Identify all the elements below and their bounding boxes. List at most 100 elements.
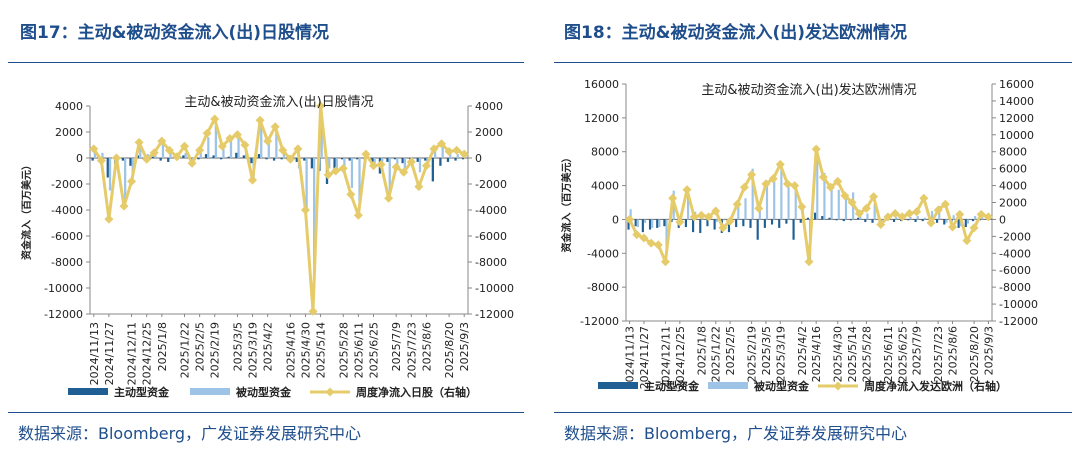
x-tick-label: 2025/3/19 — [247, 322, 260, 378]
weekly-net-flow-point — [96, 156, 106, 166]
passive-fund-bar — [222, 146, 225, 158]
weekly-net-flow-point — [399, 167, 409, 177]
passive-fund-bar — [787, 185, 790, 220]
weekly-net-flow-point — [826, 182, 836, 192]
chart-title: 主动&被动资金流入(出)日股情况 — [184, 94, 373, 110]
x-tick-label: 2024/12/25 — [141, 322, 154, 385]
active-fund-bar — [265, 158, 268, 160]
active-fund-bar — [454, 158, 457, 161]
x-tick-label: 2025/5/28 — [337, 322, 350, 378]
legend-label: 主动型资金 — [644, 379, 700, 393]
active-fund-bar — [742, 219, 745, 227]
active-fund-bar — [971, 219, 975, 222]
active-fund-bar — [663, 219, 666, 227]
x-tick-label: 2025/1/22 — [710, 326, 723, 382]
y-tick-label: 12000 — [584, 112, 619, 125]
weekly-net-flow-point — [361, 149, 371, 159]
weekly-net-flow-point — [775, 159, 785, 169]
passive-fund-bar — [139, 145, 142, 158]
active-fund-bar — [235, 152, 238, 158]
weekly-net-flow-point — [711, 206, 721, 216]
active-fund-bar — [814, 212, 817, 220]
weekly-net-flow-point — [732, 199, 742, 209]
y-tick-label: -8000 — [587, 281, 619, 294]
active-fund-bar — [713, 219, 716, 230]
passive-fund-bar — [207, 137, 210, 158]
passive-fund-bar — [161, 142, 165, 158]
y-tick-label: -8000 — [51, 256, 83, 269]
passive-fund-bar — [237, 137, 240, 158]
passive-fund-bar — [388, 158, 391, 194]
weekly-net-flow-point — [142, 154, 152, 164]
y2-tick-label: 14000 — [999, 95, 1034, 108]
x-tick-label: 2025/9/3 — [982, 326, 995, 375]
weekly-net-flow-point — [890, 209, 900, 219]
legend-marker — [325, 387, 335, 397]
weekly-net-flow-point — [187, 158, 197, 168]
active-fund-bar — [735, 219, 738, 228]
y2-tick-label: 2000 — [999, 197, 1027, 210]
active-fund-bar — [892, 219, 896, 222]
weekly-net-flow-point — [444, 147, 454, 156]
weekly-net-flow-point — [437, 139, 447, 149]
passive-fund-bar — [737, 204, 740, 220]
x-tick-label: 2024/12/11 — [659, 326, 672, 389]
active-fund-bar — [386, 158, 389, 162]
weekly-net-flow-point — [761, 179, 771, 189]
passive-fund-bar — [381, 158, 384, 162]
passive-fund-bar — [636, 219, 639, 228]
weekly-net-flow-point — [646, 238, 656, 248]
x-tick-label: 2024/11/13 — [88, 322, 101, 385]
active-fund-bar — [871, 219, 874, 223]
passive-fund-bar — [837, 189, 840, 220]
active-fund-bar — [340, 158, 344, 160]
passive-fund-bar — [751, 168, 754, 220]
legend-label: 被动型资金 — [236, 385, 292, 399]
data-source: 数据来源：Bloomberg，广发证券发展研究中心 — [18, 424, 362, 443]
y2-tick-label: -8000 — [999, 281, 1031, 294]
x-tick-label: 2025/8/20 — [443, 322, 456, 378]
weekly-net-flow-point — [876, 220, 886, 230]
weekly-net-flow-point — [89, 144, 99, 154]
weekly-net-flow-point — [804, 257, 814, 267]
passive-fund-bar — [981, 216, 984, 220]
y2-tick-label: -12000 — [475, 308, 514, 321]
weekly-net-flow-point — [263, 136, 273, 146]
weekly-net-flow-point — [248, 175, 258, 185]
legend-label: 主动型资金 — [114, 385, 170, 399]
active-fund-bar — [778, 219, 781, 228]
x-tick-label: 2025/6/11 — [352, 322, 365, 378]
active-fund-bar — [806, 217, 809, 220]
weekly-net-flow-point — [696, 210, 706, 220]
weekly-net-flow-point — [149, 148, 159, 158]
active-fund-bar — [770, 219, 774, 225]
chart-title: 主动&被动资金流入(出)发达欧洲情况 — [701, 82, 916, 98]
active-fund-bar — [424, 158, 427, 161]
active-fund-bar — [151, 156, 155, 158]
passive-fund-bar — [101, 152, 104, 158]
active-fund-bar — [699, 219, 702, 233]
active-fund-bar — [756, 219, 759, 240]
x-tick-label: 2025/3/19 — [774, 326, 787, 382]
passive-fund-bar — [441, 145, 444, 158]
y-axis-label: 资金流入（百万美元） — [560, 153, 573, 253]
weekly-net-flow-point — [285, 154, 295, 164]
weekly-net-flow-point — [429, 144, 439, 154]
x-tick-label: 2025/7/9 — [390, 322, 403, 371]
weekly-net-flow-point — [682, 185, 692, 195]
weekly-net-flow-point — [459, 149, 469, 159]
passive-fund-bar — [895, 216, 898, 220]
active-fund-bar — [914, 219, 917, 222]
passive-fund-bar — [350, 158, 354, 188]
passive-fund-bar — [722, 219, 726, 221]
weekly-net-flow-point — [391, 162, 401, 172]
x-tick-label: 2025/6/25 — [368, 322, 381, 378]
weekly-net-flow-point — [232, 130, 242, 140]
weekly-net-flow-point — [660, 257, 670, 267]
active-fund-bar — [461, 158, 465, 160]
figure-18-panel: 图18：主动&被动资金流入(出)发达欧洲情况 16000 12000 8000 400… — [546, 0, 1080, 451]
passive-fund-bar — [931, 210, 934, 220]
passive-fund-bar — [758, 209, 761, 220]
weekly-net-flow-point — [202, 128, 212, 138]
y-tick-label: -4000 — [587, 247, 619, 260]
